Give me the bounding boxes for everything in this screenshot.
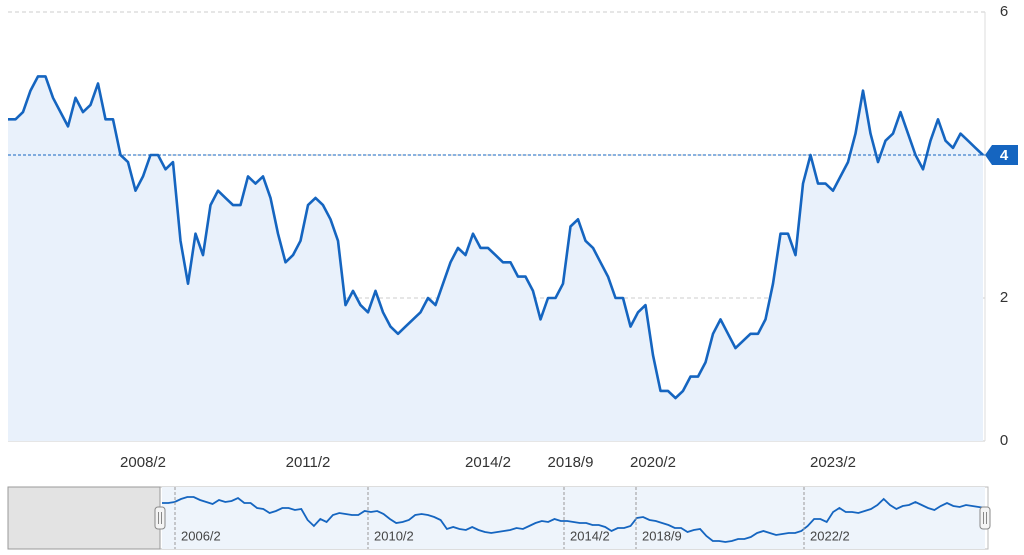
x-tick-label: 2011/2 — [286, 454, 331, 471]
area — [8, 76, 983, 442]
navigator-mask — [7, 486, 161, 550]
navigator-range — [162, 487, 985, 549]
x-tick-label: 2014/2 — [465, 454, 511, 471]
navigator-label: 2022/2 — [810, 528, 850, 543]
navigator-label: 2018/9 — [642, 528, 682, 543]
navigator-label: 2006/2 — [181, 528, 221, 543]
current-value-label: 4 — [1000, 147, 1009, 164]
current-value-badge — [985, 145, 1018, 165]
navigator-line — [162, 496, 986, 543]
navigator-handle[interactable] — [154, 506, 166, 530]
plot: 024642008/22011/22014/22018/92020/22023/… — [8, 3, 1018, 471]
y-tick-label: 2 — [1000, 289, 1008, 306]
x-tick-label: 2008/2 — [120, 454, 166, 471]
x-tick-label: 2023/2 — [810, 454, 856, 471]
navigator-handle[interactable] — [979, 506, 991, 530]
x-tick-label: 2020/2 — [630, 454, 676, 471]
navigator[interactable]: 2006/2 2010/2 2014/2 2018/9 2022/2 — [7, 486, 991, 550]
x-tick-label: 2018/9 — [548, 454, 594, 471]
line — [8, 75, 984, 400]
navigator-label: 2010/2 — [374, 528, 414, 543]
y-tick-label: 6 — [1000, 3, 1008, 20]
y-tick-label: 0 — [1000, 432, 1008, 449]
navigator-label: 2014/2 — [570, 528, 610, 543]
